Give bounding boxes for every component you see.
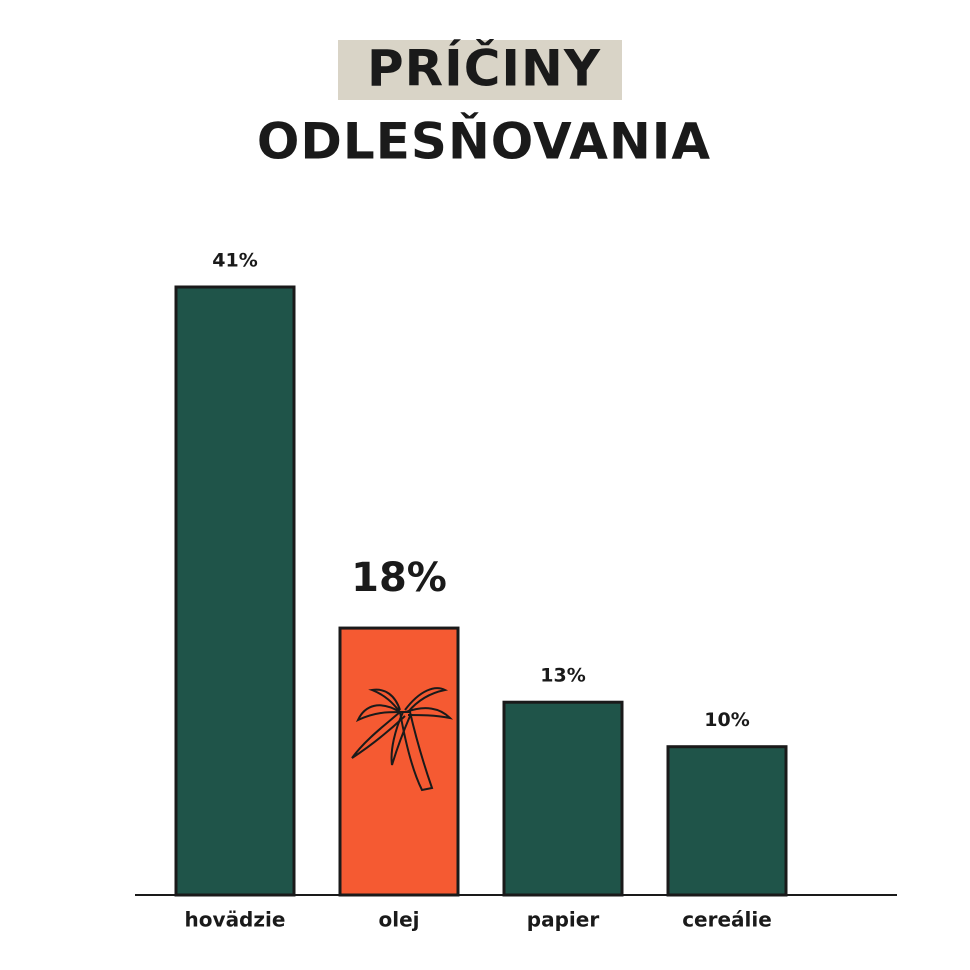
- title-highlight: [338, 40, 622, 100]
- chart-title: ODLESŇOVANIA: [257, 112, 711, 171]
- x-tick-label: papier: [527, 908, 600, 932]
- bars: [174, 285, 788, 897]
- bar: [502, 700, 624, 897]
- value-label: 18%: [351, 555, 447, 601]
- value-label: 13%: [540, 665, 585, 687]
- value-label: 41%: [212, 250, 257, 272]
- x-tick-label: olej: [378, 908, 419, 932]
- bar: [174, 285, 296, 897]
- bar: [666, 745, 788, 897]
- chart-title: PRÍČINY: [367, 39, 601, 98]
- value-label: 10%: [704, 709, 749, 731]
- bar: [338, 626, 460, 897]
- x-tick-label: hovädzie: [185, 908, 286, 932]
- x-tick-label: cereálie: [682, 908, 772, 932]
- palm-icon: [351, 687, 454, 792]
